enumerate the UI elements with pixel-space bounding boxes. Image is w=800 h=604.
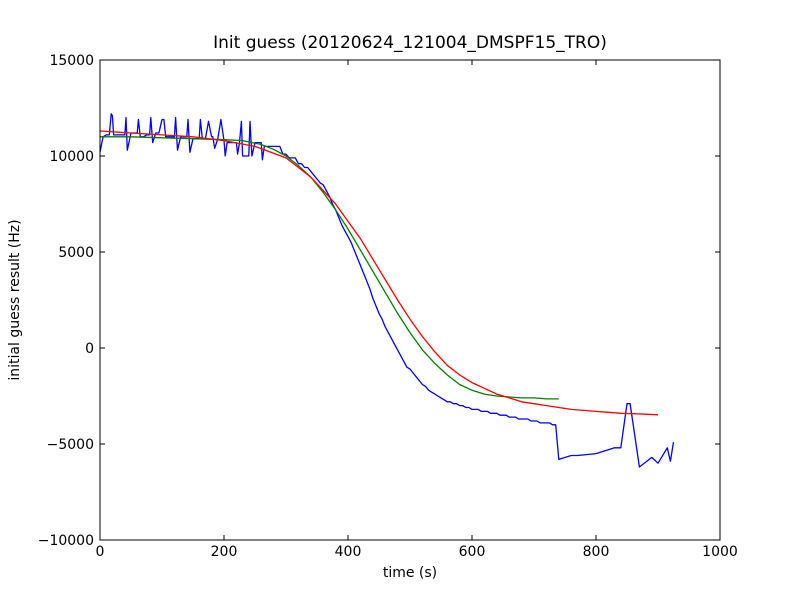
series-line-2 <box>100 136 559 400</box>
x-tick-label: 200 <box>211 544 238 560</box>
y-tick-label: −5000 <box>47 437 94 453</box>
y-tick-label: 0 <box>85 341 94 357</box>
x-axis-label: time (s) <box>383 565 437 581</box>
x-tick-label: 800 <box>583 544 610 560</box>
x-tick-label: 400 <box>335 544 362 560</box>
x-tick-label: 1000 <box>702 544 738 560</box>
x-tick-label: 0 <box>96 544 105 560</box>
y-tick-label: 5000 <box>58 245 94 261</box>
series-line-3 <box>99 130 659 416</box>
series-line-1 <box>99 113 675 468</box>
plot-frame <box>99 59 721 541</box>
y-tick-label: 15000 <box>49 53 94 69</box>
x-tick-label: 600 <box>459 544 486 560</box>
plot-area <box>100 60 720 540</box>
y-axis-label: initial guess result (Hz) <box>7 219 23 380</box>
y-tick-label: −10000 <box>38 533 94 549</box>
series-layer <box>99 113 675 468</box>
chart-title: Init guess (20120624_121004_DMSPF15_TRO) <box>213 33 607 53</box>
y-tick-label: 10000 <box>49 149 94 165</box>
tick-layer: 0 200 400 600 800 1000 −10000 −5000 0 5000 10000 15… <box>38 53 738 560</box>
